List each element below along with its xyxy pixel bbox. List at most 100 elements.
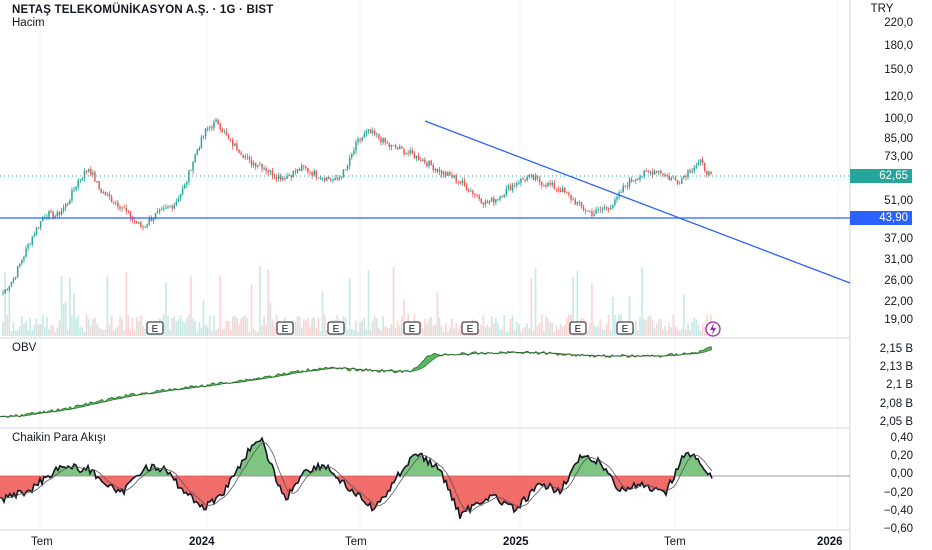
cmf-fill: [474, 476, 476, 505]
candle-body: [135, 221, 138, 224]
obv-indicator: [0, 346, 713, 419]
volume-bar: [192, 318, 194, 336]
volume-bar: [367, 270, 370, 336]
candle-body: [204, 128, 207, 137]
candle-body: [574, 199, 576, 205]
candle-body: [534, 176, 537, 180]
support-badge[interactable]: 43,90: [850, 211, 912, 225]
candle-body: [628, 179, 631, 187]
volume-bar: [309, 327, 311, 336]
candle-body: [75, 187, 77, 190]
volume-bar: [179, 315, 182, 336]
obv-fill: [76, 405, 78, 409]
candle-body: [488, 201, 491, 203]
candle-body: [167, 207, 169, 208]
cmf-fill: [492, 476, 494, 496]
candle-body: [357, 139, 359, 143]
trend-line[interactable]: [424, 120, 851, 284]
volume-bar: [73, 293, 75, 336]
candle-body: [693, 167, 695, 171]
candle-body: [261, 164, 263, 169]
cmf-fill: [616, 476, 618, 491]
candle-body: [92, 172, 94, 175]
cmf-fill: [362, 476, 364, 502]
lightning-icon[interactable]: [705, 321, 721, 337]
currency-label[interactable]: TRY: [870, 3, 894, 15]
cmf-fill: [654, 476, 656, 490]
candle-body: [229, 139, 232, 141]
candle-body: [60, 210, 63, 216]
candle-body: [422, 159, 424, 161]
candle-body: [493, 197, 495, 203]
volume-bar: [703, 326, 706, 336]
obv-fill: [710, 346, 712, 351]
candle-body: [150, 218, 153, 221]
volume-bar: [649, 315, 652, 336]
candle-body: [217, 119, 219, 125]
volume-bar: [104, 329, 107, 336]
candle-body: [685, 175, 687, 178]
volume-bar: [375, 318, 378, 336]
volume-bar: [503, 315, 506, 336]
candle-body: [655, 170, 658, 173]
cmf-fill: [482, 476, 484, 504]
volume-bar: [185, 318, 188, 336]
volume-bar: [595, 327, 597, 336]
candle-body: [232, 139, 234, 146]
cmf-tick: 0,00: [890, 468, 913, 480]
volume-bar: [676, 328, 679, 336]
volume-bar: [238, 324, 240, 336]
candle-body: [334, 178, 336, 180]
volume-bar: [641, 267, 643, 336]
volume-bar: [242, 316, 245, 336]
volume-bar: [263, 316, 265, 336]
last-price-badge[interactable]: 62,65: [850, 169, 912, 183]
candle-body: [219, 124, 221, 130]
cmf-fill: [322, 464, 324, 476]
volume-bar: [605, 324, 608, 336]
candlesticks: [2, 117, 712, 296]
candle-body: [117, 202, 119, 207]
candle-body: [582, 206, 585, 211]
candle-body: [455, 175, 457, 182]
volume-bar: [426, 323, 428, 336]
candle-body: [680, 178, 683, 184]
candle-body: [369, 129, 372, 133]
cmf-fill: [618, 476, 620, 492]
cmf-fill: [656, 476, 658, 490]
volume-bar: [357, 331, 359, 336]
volume-bar: [390, 324, 393, 336]
volume-bar: [517, 323, 520, 336]
volume-bar: [236, 317, 238, 336]
candle-body: [294, 171, 297, 173]
volume-bar: [114, 328, 117, 336]
cmf-fill: [434, 463, 436, 476]
cmf-fill: [464, 476, 466, 512]
candle-body: [449, 172, 451, 176]
volume-bar: [348, 278, 351, 336]
volume-bar: [131, 317, 134, 336]
cmf-fill: [538, 476, 540, 484]
cmf-fill: [292, 476, 294, 492]
candle-body: [672, 177, 675, 179]
volume-bar: [451, 318, 453, 336]
candle-body: [127, 211, 130, 212]
volume-bar: [110, 315, 113, 336]
volume-bar: [480, 324, 483, 336]
candle-body: [48, 211, 50, 218]
volume-bar: [509, 318, 512, 336]
candle-body: [363, 133, 366, 138]
volume-bar: [436, 292, 439, 336]
volume-bar: [378, 327, 380, 336]
cmf-fill: [20, 476, 22, 493]
volume-bar: [14, 330, 17, 336]
volume-bar: [382, 316, 384, 336]
cmf-tick: −0,40: [883, 505, 913, 517]
volume-bar: [246, 318, 249, 336]
time-tick: 2025: [503, 536, 529, 548]
candle-body: [616, 197, 618, 200]
volume-bar: [438, 317, 441, 336]
volume-bar: [501, 329, 503, 336]
